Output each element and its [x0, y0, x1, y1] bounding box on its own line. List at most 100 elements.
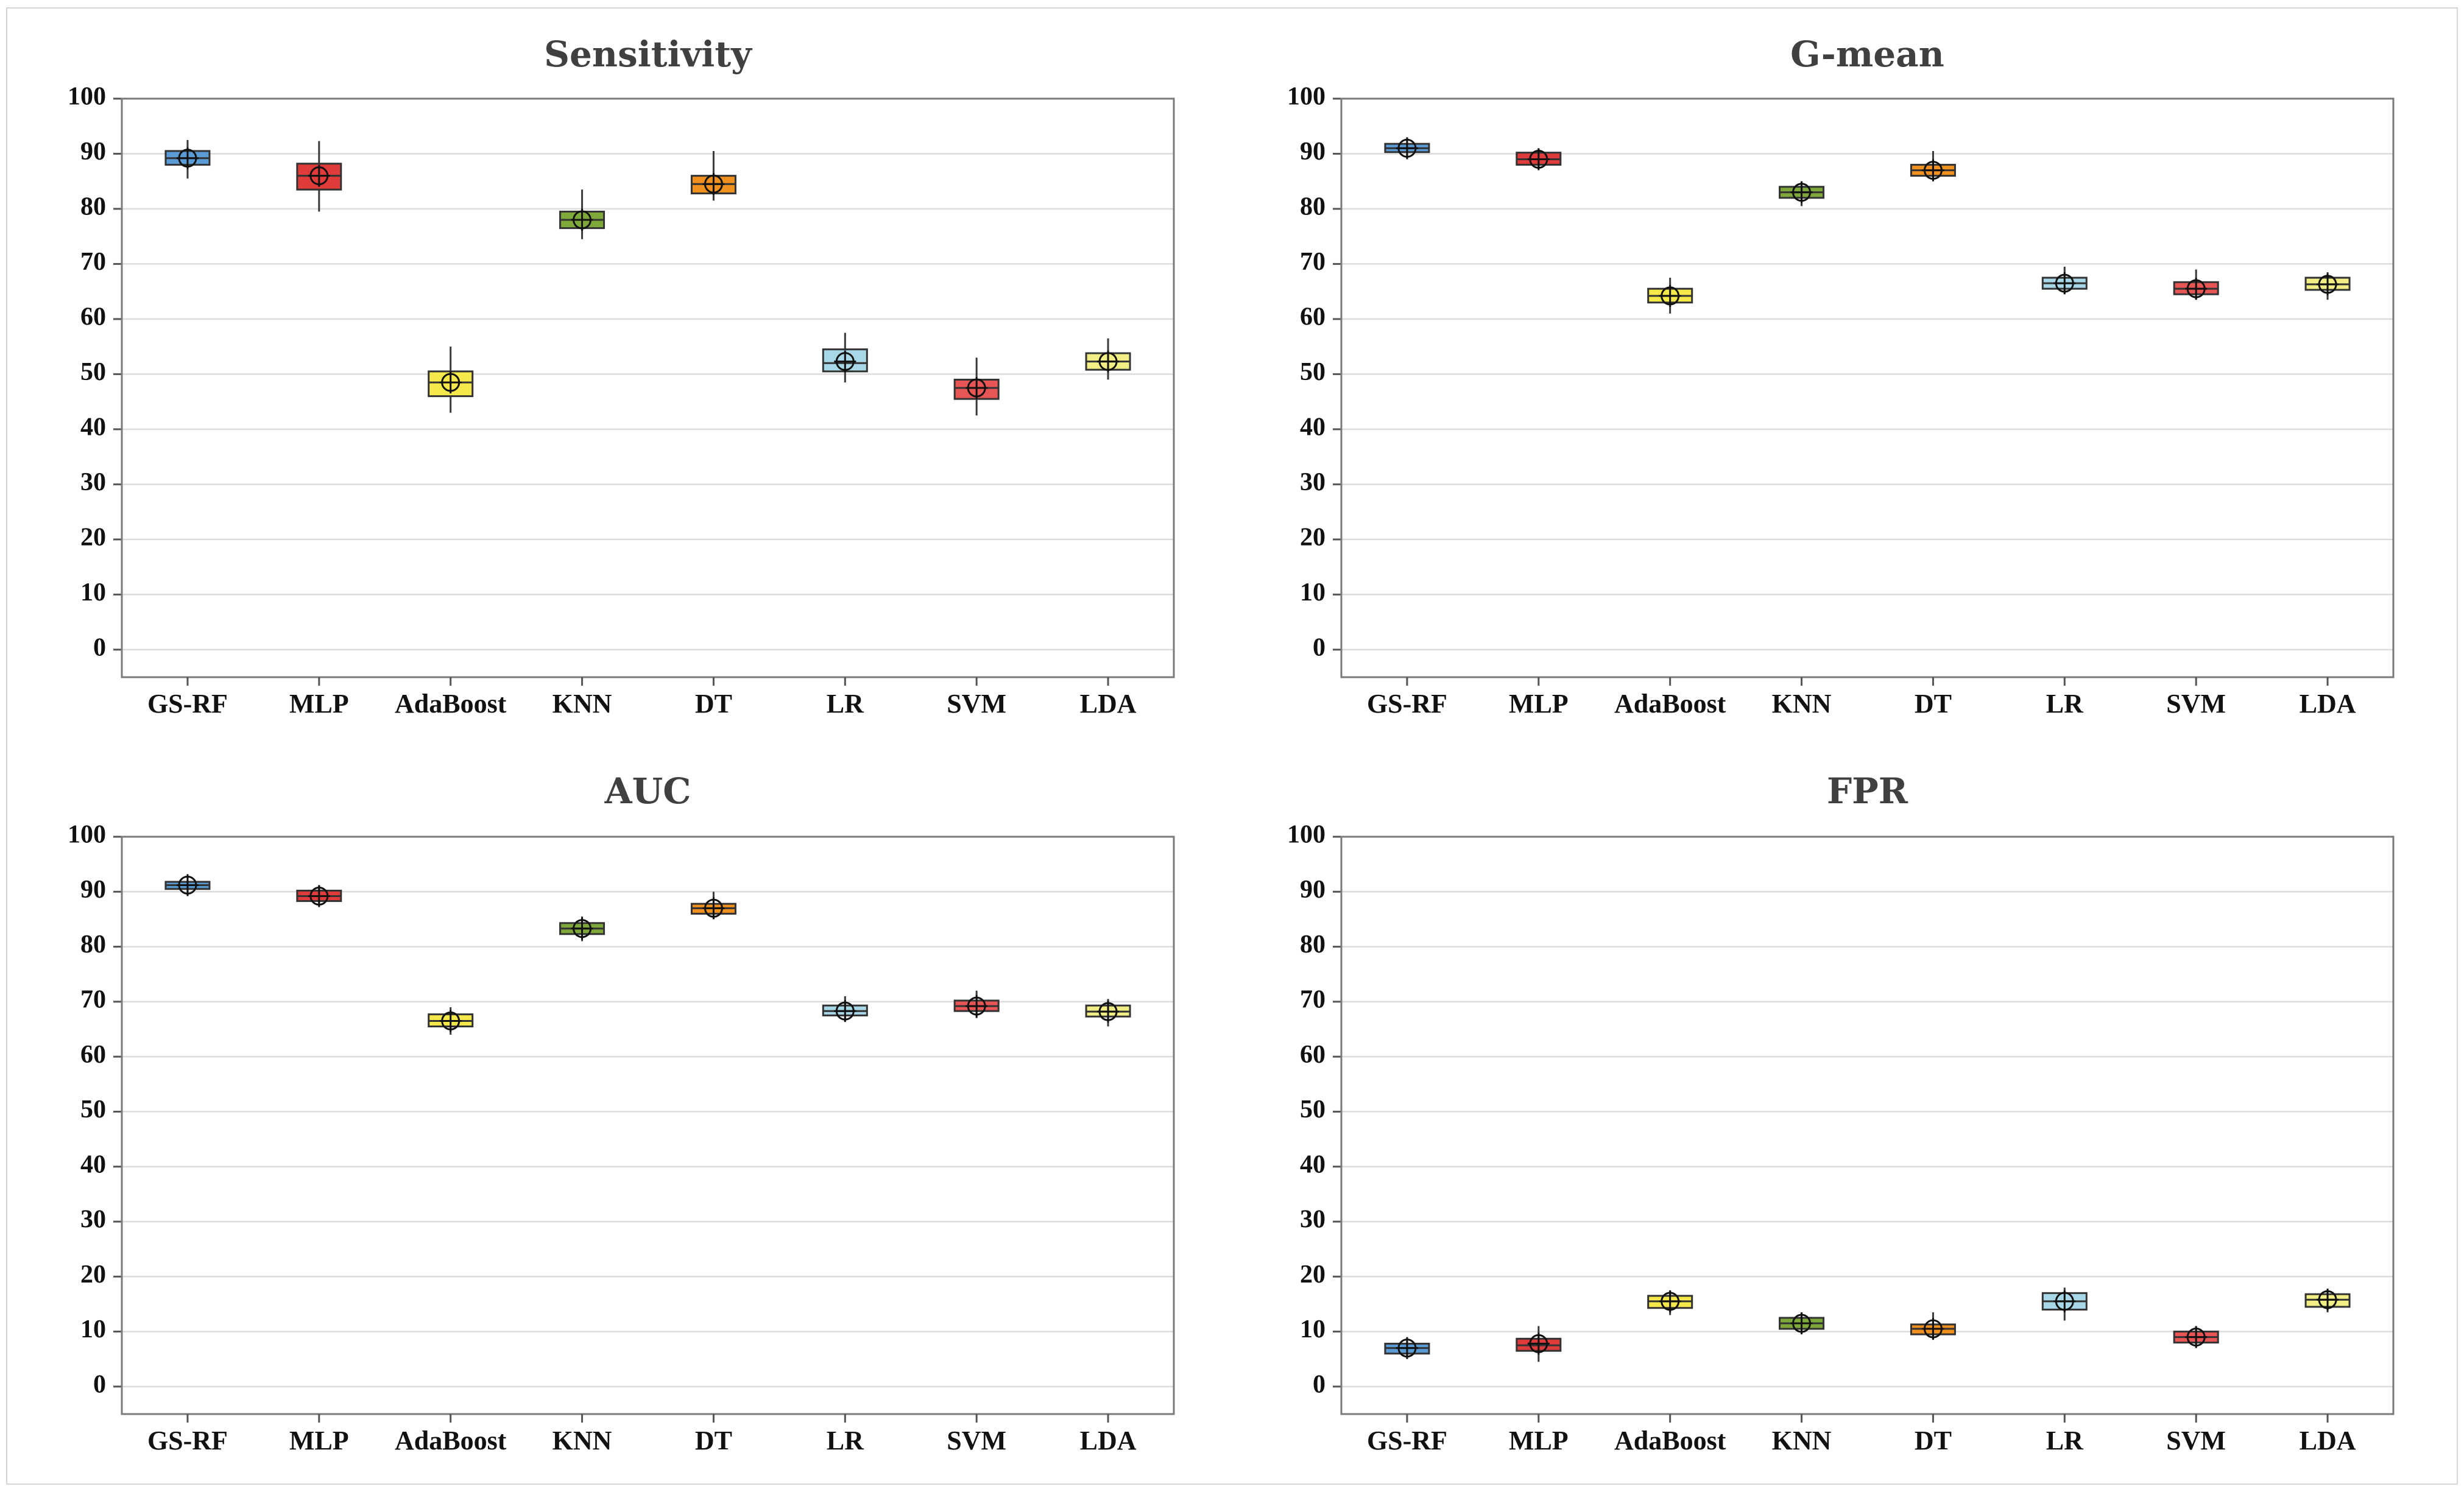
y-tick-label: 10 [80, 579, 106, 607]
y-tick-label: 90 [1300, 138, 1326, 166]
y-tick-label: 40 [1300, 413, 1326, 441]
y-tick-label: 10 [1300, 579, 1326, 607]
chart-title: G-mean [1790, 33, 1944, 75]
x-tick-label: AdaBoost [395, 689, 507, 719]
y-tick-label: 50 [1300, 358, 1326, 386]
x-tick-label: LR [827, 689, 864, 719]
x-tick-label: MLP [289, 1426, 349, 1455]
x-tick-label: LDA [2300, 1426, 2356, 1455]
box-dt [1910, 1312, 1956, 1340]
y-tick-label: 30 [80, 1206, 106, 1234]
y-tick-label: 80 [80, 931, 106, 959]
box-svm [2173, 1326, 2219, 1348]
box-adaboost [1647, 278, 1693, 314]
y-tick-label: 50 [80, 358, 106, 386]
box-lda [1085, 338, 1131, 380]
box-mlp [1516, 1326, 1562, 1362]
box-gs-rf [164, 874, 211, 896]
y-tick-label: 80 [1300, 931, 1326, 959]
x-tick-label: DT [1915, 1426, 1952, 1455]
y-tick-label: 70 [1300, 248, 1326, 276]
box-gs-rf [164, 139, 211, 179]
x-tick-label: AdaBoost [395, 1426, 507, 1455]
box-adaboost [428, 347, 474, 413]
plot-frame [1340, 836, 2395, 1415]
y-tick-label: 100 [68, 83, 106, 111]
x-tick-label: DT [1915, 689, 1952, 719]
x-tick-label: GS-RF [147, 689, 228, 719]
panel-fpr: FPR 0 10 20 30 40 50 60 70 80 90 100 GS-RF MLP AdaBoos… [1287, 770, 2395, 1455]
y-tick-label: 20 [1300, 1261, 1326, 1289]
x-tick-label: AdaBoost [1614, 1426, 1726, 1455]
y-tick-label: 50 [80, 1096, 106, 1124]
box-svm [953, 990, 1000, 1018]
plot-frame [1340, 97, 2395, 678]
box-adaboost [1647, 1290, 1693, 1315]
y-tick-label: 20 [80, 1261, 106, 1289]
y-tick-label: 20 [1300, 523, 1326, 551]
x-tick-label: KNN [552, 1426, 612, 1455]
box-lda [1085, 999, 1131, 1027]
y-tick-label: 30 [80, 468, 106, 496]
plot-frame [121, 97, 1175, 678]
x-tick-label: SVM [2166, 1426, 2226, 1455]
x-tick-label: SVM [2166, 689, 2226, 719]
x-tick-label: KNN [1772, 1426, 1832, 1455]
box-dt [690, 150, 736, 201]
y-tick-label: 30 [1300, 1206, 1326, 1234]
x-tick-label: MLP [289, 689, 349, 719]
box-gs-rf [1384, 137, 1430, 160]
box-knn [1779, 1312, 1825, 1335]
figure-panel: Sensitivity 0 10 20 30 40 50 60 70 80 90 100 GS-RF ML… [6, 7, 2458, 1485]
x-tick-label: GS-RF [1367, 1426, 1447, 1455]
y-tick-label: 50 [1300, 1096, 1326, 1124]
box-mlp [1516, 148, 1562, 171]
plot-frame [121, 836, 1175, 1415]
y-tick-label: 100 [1287, 821, 1326, 849]
y-tick-label: 70 [1300, 985, 1326, 1013]
box-dt [1910, 150, 1956, 181]
box-knn [1779, 181, 1825, 206]
y-tick-label: 60 [1300, 303, 1326, 331]
y-tick-label: 0 [1313, 633, 1326, 661]
x-tick-label: DT [695, 1426, 732, 1455]
box-svm [2173, 269, 2219, 300]
x-tick-label: GS-RF [1367, 689, 1447, 719]
y-tick-label: 100 [68, 821, 106, 849]
y-tick-label: 20 [80, 523, 106, 551]
box-lr [2041, 1287, 2088, 1321]
x-tick-label: MLP [1509, 689, 1569, 719]
chart-title: Sensitivity [544, 33, 753, 75]
box-gs-rf [1384, 1337, 1430, 1359]
box-lda [2304, 272, 2351, 300]
y-tick-label: 70 [80, 985, 106, 1013]
y-tick-label: 70 [80, 248, 106, 276]
x-tick-label: MLP [1509, 1426, 1569, 1455]
y-tick-label: 60 [80, 1041, 106, 1069]
x-tick-label: LDA [1080, 1426, 1137, 1455]
box-knn [559, 916, 605, 941]
y-tick-label: 60 [1300, 1041, 1326, 1069]
chart-title: FPR [1827, 770, 1908, 812]
box-adaboost [428, 1007, 474, 1035]
y-tick-label: 90 [80, 138, 106, 166]
box-lda [2304, 1289, 2351, 1312]
box-mlp [296, 885, 342, 907]
box-lr [2041, 266, 2088, 295]
panel-auc: AUC 0 10 20 30 40 50 60 70 80 90 100 GS-RF MLP AdaBoos… [68, 770, 1175, 1455]
x-tick-label: AdaBoost [1614, 689, 1726, 719]
y-tick-label: 60 [80, 303, 106, 331]
x-tick-label: LDA [2300, 689, 2356, 719]
y-tick-label: 10 [80, 1315, 106, 1343]
x-tick-label: LDA [1080, 689, 1137, 719]
x-tick-label: LR [2046, 1426, 2084, 1455]
y-tick-label: 80 [80, 193, 106, 221]
x-tick-label: KNN [1772, 689, 1832, 719]
y-tick-label: 10 [1300, 1315, 1326, 1343]
x-tick-label: LR [827, 1426, 864, 1455]
y-tick-label: 0 [1313, 1370, 1326, 1398]
box-mlp [296, 141, 342, 212]
y-tick-label: 40 [1300, 1150, 1326, 1178]
box-lr [822, 996, 868, 1022]
